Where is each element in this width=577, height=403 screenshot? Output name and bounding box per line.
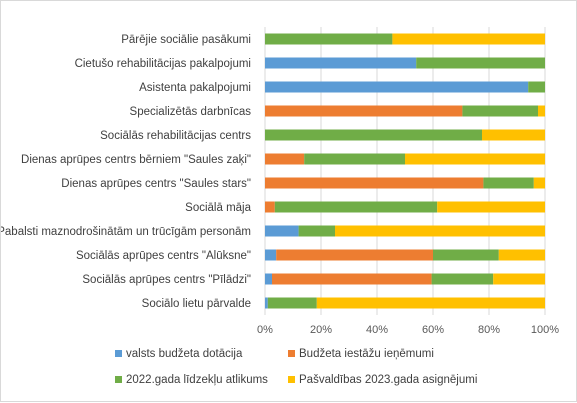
bar-segment-10-0 [265,273,272,285]
bar-segment-6-2 [483,177,534,189]
x-tick-label: 0% [257,324,273,336]
bar-segment-5-2 [304,153,405,165]
legend-swatch-1 [288,350,295,357]
bar-segment-8-2 [298,225,335,237]
bar-segment-3-2 [462,105,538,117]
category-label: Pārējie sociālie pasākumi [121,34,251,46]
legend-label-1: Budžeta iestāžu ieņēmumi [299,348,434,360]
category-label: Dienas aprūpes centrs "Saules stars" [61,178,251,190]
bar-segment-3-1 [265,105,463,117]
legend-swatch-3 [288,376,295,383]
category-label: Sociālo lietu pārvalde [142,298,251,310]
legend: valsts budžeta dotācija Budžeta iestāžu i… [115,348,477,386]
x-tick-label: 100% [531,324,559,336]
category-label: Dienas aprūpes centrs bērniem "Saules za… [21,154,251,166]
bar-segment-11-2 [267,297,317,309]
bar-segment-5-3 [405,153,545,165]
bar-segment-11-3 [316,297,545,309]
x-tick-label: 40% [366,324,388,336]
category-label: Asistenta pakalpojumi [139,82,251,94]
bar-segment-9-1 [276,249,433,261]
bar-segment-8-3 [335,225,545,237]
bar-segment-0-3 [392,33,545,45]
bar-segment-6-3 [533,177,545,189]
category-label: Sociālās aprūpes centrs "Pīlādzi" [82,274,251,286]
category-label: Pabalsti maznodrošinātām un trūcīgām per… [1,226,251,238]
bar-segment-4-2 [265,129,482,141]
legend-swatch-0 [115,350,122,357]
bar-segment-2-2 [528,81,545,93]
bars [265,33,545,309]
bar-segment-1-0 [265,57,417,69]
x-tick-labels: 0% 20% 40% 60% 80% 100% [257,324,559,336]
bar-segment-2-0 [265,81,529,93]
category-label: Specializētās darbnīcas [130,106,252,118]
bar-segment-9-0 [265,249,277,261]
bar-segment-10-2 [431,273,494,285]
bar-segment-7-1 [265,201,275,213]
category-label: Sociālās rehabilitācijas centrs [100,130,251,142]
bar-segment-6-1 [265,177,484,189]
legend-label-2: 2022.gada līdzekļu atlikums [126,374,268,386]
bar-segment-0-2 [265,33,393,45]
bar-segment-1-2 [416,57,545,69]
x-tick-label: 80% [478,324,500,336]
category-labels: Pārējie sociālie pasākumi Cietušo rehabil… [1,34,252,310]
bar-segment-9-3 [498,249,545,261]
category-label: Cietušo rehabilitācijas pakalpojumi [75,58,251,70]
bar-segment-7-3 [437,201,545,213]
bar-segment-4-3 [482,129,545,141]
category-label: Sociālā māja [185,202,251,214]
bar-segment-8-0 [265,225,299,237]
legend-label-3: Pašvaldības 2023.gada asignējumi [299,374,477,386]
grid-lines [264,27,546,315]
legend-label-0: valsts budžeta dotācija [126,348,243,360]
bar-segment-3-3 [538,105,545,117]
bar-segment-10-1 [272,273,432,285]
x-tick-label: 20% [310,324,332,336]
legend-swatch-2 [115,376,122,383]
bar-segment-5-1 [265,153,305,165]
x-tick-label: 60% [422,324,444,336]
bar-segment-7-2 [274,201,438,213]
category-label: Sociālās aprūpes centrs "Alūksne" [76,250,251,262]
bar-segment-10-3 [493,273,545,285]
bar-segment-11-0 [265,297,268,309]
bar-segment-9-2 [433,249,499,261]
